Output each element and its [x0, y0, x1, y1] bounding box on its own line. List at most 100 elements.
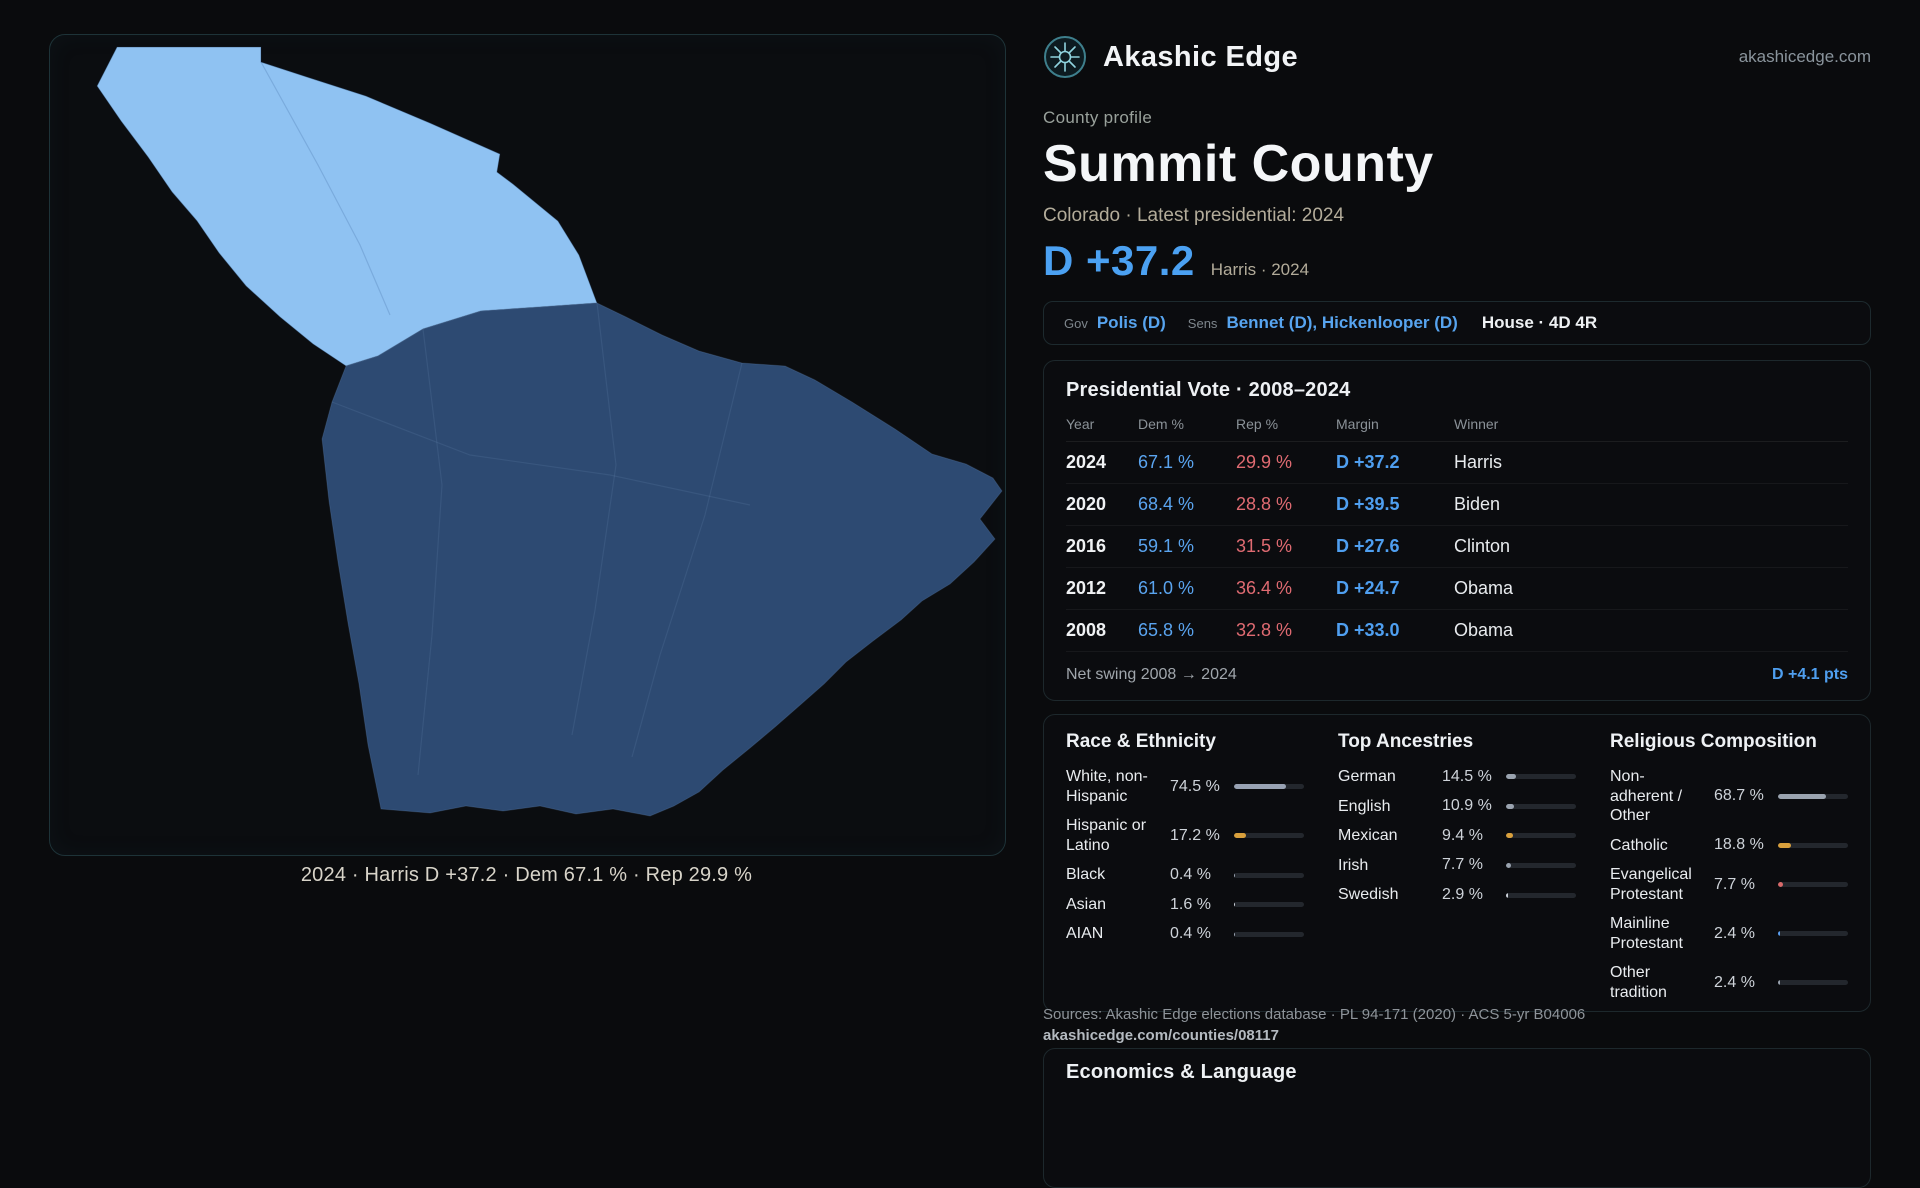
stat-label: Mexican [1338, 827, 1398, 845]
stat-value: 9.4 % [1442, 826, 1483, 844]
page-title: Summit County [1043, 135, 1434, 193]
stat-bar [1778, 980, 1848, 986]
net-swing-value: D +4.1 pts [1771, 666, 1848, 684]
stat-bar [1234, 784, 1304, 790]
net-swing-label: Net swing 2008 → 2024 [1066, 666, 1237, 684]
winner-cell: Biden [1454, 494, 1501, 515]
stat-value: 0.4 % [1170, 866, 1211, 883]
economics-panel-title: Economics & Language [1066, 1061, 1297, 1083]
stat-value: 1.6 % [1170, 895, 1211, 913]
margin-cell: D +24.7 [1336, 578, 1400, 599]
brand-logo-icon [1044, 36, 1086, 78]
senators-label: Sens [1187, 315, 1218, 331]
stat-label: Catholic [1610, 836, 1668, 854]
stat-label: Irish [1338, 856, 1369, 874]
senators-link[interactable]: Bennet (D), Hickenlooper (D) [1226, 313, 1458, 333]
table-header-row: Year Dem % Rep % Margin Winner [1066, 416, 1848, 443]
winner-cell: Obama [1454, 620, 1514, 641]
county-map [96, 46, 1003, 817]
winner-cell: Harris [1454, 452, 1502, 473]
year-cell: 2012 [1066, 578, 1107, 599]
stat-bar [1778, 931, 1848, 937]
stat-label: Evangelical Protestant [1610, 866, 1692, 903]
winner-cell: Clinton [1454, 536, 1511, 557]
governor-link[interactable]: Polis (D) [1096, 313, 1166, 333]
map-caption: 2024 · Harris D +37.2 · Dem 67.1 % · Rep… [300, 864, 753, 886]
col-rep: Rep % [1236, 416, 1279, 433]
stat-bar [1506, 833, 1576, 839]
stat-value: 17.2 % [1170, 826, 1220, 844]
stat-row: Catholic 18.8 % [1610, 836, 1848, 856]
stat-label: AIAN [1066, 925, 1104, 943]
stat-label: Asian [1066, 895, 1107, 913]
year-cell: 2008 [1066, 620, 1107, 641]
table-row: 2020 68.4 % 28.8 % D +39.5 Biden [1066, 484, 1848, 527]
stat-bar [1506, 774, 1576, 780]
stat-row: White, non-Hispanic 74.5 % [1066, 767, 1304, 806]
stat-row: Black 0.4 % [1066, 865, 1304, 885]
presidential-panel-title: Presidential Vote · 2008–2024 [1066, 379, 1351, 402]
stat-bar [1506, 892, 1576, 898]
stat-label: Mainline Protestant [1610, 915, 1683, 952]
stat-row: Mainline Protestant 2.4 % [1610, 914, 1848, 953]
stat-row: Irish 7.7 % [1338, 856, 1576, 876]
year-cell: 2024 [1066, 452, 1107, 473]
stat-label: German [1338, 768, 1396, 786]
senators-group: Sens Bennet (D), Hickenlooper (D) [1188, 313, 1458, 333]
stat-row: Hispanic or Latino 17.2 % [1066, 816, 1304, 855]
margin-cell: D +39.5 [1336, 494, 1400, 515]
margin-cell: D +33.0 [1336, 620, 1400, 641]
map-region-main[interactable] [321, 302, 1003, 817]
stat-label: Hispanic or Latino [1066, 817, 1147, 854]
ancestries-title: Top Ancestries [1338, 731, 1474, 753]
religion-column: Religious Composition Non-adherent / Oth… [1610, 731, 1848, 1002]
stat-value: 2.9 % [1442, 886, 1483, 903]
race-ethnicity-rows: White, non-Hispanic 74.5 % Hispanic or L… [1066, 767, 1304, 944]
headline-margin-row: D +37.2 Harris · 2024 [1043, 237, 1871, 285]
county-permalink[interactable]: akashicedge.com/counties/08117 [1043, 1027, 1279, 1044]
religion-rows: Non-adherent / Other 68.7 % Catholic 18.… [1610, 767, 1848, 1002]
table-row: 2024 67.1 % 29.9 % D +37.2 Harris [1066, 442, 1848, 485]
stat-row: Asian 1.6 % [1066, 895, 1304, 915]
stat-bar [1778, 793, 1848, 799]
presidential-vote-panel: Presidential Vote · 2008–2024 Year Dem %… [1043, 360, 1871, 702]
table-row: 2012 61.0 % 36.4 % D +24.7 Obama [1066, 568, 1848, 611]
county-map-panel [49, 34, 1006, 856]
officials-bar: Gov Polis (D) Sens Bennet (D), Hickenloo… [1043, 301, 1871, 346]
stat-label: White, non-Hispanic [1066, 768, 1148, 805]
profile-column: Akashic Edge akashicedge.com County prof… [1043, 34, 1871, 1188]
stat-row: Non-adherent / Other 68.7 % [1610, 767, 1848, 826]
stat-label: Black [1066, 866, 1106, 884]
stat-bar [1778, 882, 1848, 888]
stat-bar [1506, 803, 1576, 809]
demographics-panel: Race & Ethnicity White, non-Hispanic 74.… [1043, 714, 1871, 1013]
brand-logo-link[interactable] [1043, 35, 1087, 79]
house-delegation: House · 4D 4R [1481, 313, 1598, 333]
eyebrow-label: County profile [1043, 108, 1153, 127]
stat-row: English 10.9 % [1338, 797, 1576, 817]
stat-value: 7.7 % [1714, 875, 1755, 893]
stat-row: AIAN 0.4 % [1066, 924, 1304, 944]
rep-cell: 29.9 % [1236, 452, 1293, 473]
year-cell: 2020 [1066, 494, 1107, 515]
stat-bar [1234, 931, 1304, 937]
margin-cell: D +37.2 [1336, 452, 1400, 473]
race-ethnicity-column: Race & Ethnicity White, non-Hispanic 74.… [1066, 731, 1304, 1002]
page-subtitle: Colorado · Latest presidential: 2024 [1043, 205, 1345, 227]
stat-label: Swedish [1338, 886, 1399, 904]
col-dem: Dem % [1138, 416, 1184, 433]
stat-label: English [1338, 797, 1391, 815]
site-domain-link[interactable]: akashicedge.com [1738, 47, 1871, 66]
stat-bar [1234, 902, 1304, 908]
religion-title: Religious Composition [1610, 731, 1817, 753]
col-winner: Winner [1454, 416, 1499, 433]
net-swing-row: Net swing 2008 → 2024 D +4.1 pts [1066, 652, 1848, 684]
winner-cell: Obama [1454, 578, 1514, 599]
sources-block: Sources: Akashic Edge elections database… [1043, 1004, 1585, 1046]
table-row: 2008 65.8 % 32.8 % D +33.0 Obama [1066, 610, 1848, 653]
stat-bar [1506, 862, 1576, 868]
dem-cell: 68.4 % [1138, 494, 1195, 515]
stat-label: Other tradition [1610, 964, 1667, 1001]
stat-bar [1234, 833, 1304, 839]
brand-name: Akashic Edge [1103, 40, 1298, 73]
